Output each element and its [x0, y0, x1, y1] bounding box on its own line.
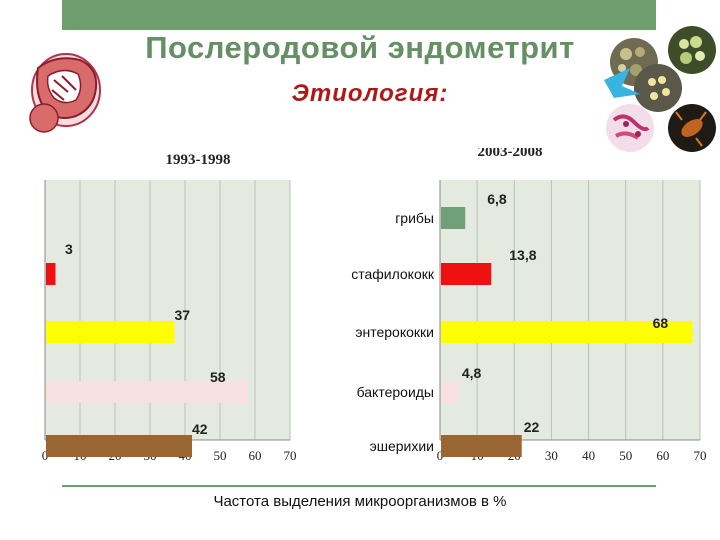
data-label: 42 [192, 421, 208, 437]
plot-area [440, 180, 700, 440]
bar [441, 321, 693, 343]
bar [441, 435, 522, 457]
footer-divider [62, 485, 656, 487]
data-label: 58 [210, 369, 226, 385]
page-title: Послеродовой эндометрит [145, 30, 575, 65]
chart-2003-2008: 0102030405060702003-2008эшерихии22бактер… [300, 144, 720, 483]
uterus-icon [29, 53, 101, 133]
x-tick-label: 0 [42, 448, 49, 463]
bar [441, 207, 466, 229]
x-tick-label: 70 [694, 448, 707, 463]
chart-2003-2008-svg: 0102030405060702003-2008эшерихии22бактер… [351, 144, 707, 463]
category-label: бактероиды [357, 384, 434, 400]
category-label: грибы [395, 210, 434, 226]
x-axis-caption: Частота выделения микроорганизмов в % [213, 493, 507, 510]
bar [46, 263, 56, 285]
page-subtitle: Этиология: [291, 80, 449, 107]
data-label: 13,8 [509, 247, 536, 263]
bar [46, 321, 175, 343]
category-label: энтерококки [355, 324, 434, 340]
x-tick-label: 30 [545, 448, 558, 463]
x-tick-label: 50 [214, 448, 227, 463]
data-label: 68 [653, 315, 669, 331]
data-label: 3 [65, 241, 73, 257]
data-label: 6,8 [487, 191, 507, 207]
x-tick-label: 50 [619, 448, 632, 463]
bar [441, 263, 492, 285]
data-label: 4,8 [462, 365, 482, 381]
data-label: 37 [175, 307, 191, 323]
data-label: 22 [524, 419, 540, 435]
bar [441, 381, 458, 403]
x-tick-label: 60 [249, 448, 262, 463]
header-bar [62, 0, 656, 30]
x-tick-label: 60 [656, 448, 669, 463]
chart-title: 1993-1998 [166, 152, 231, 168]
bar [46, 435, 192, 457]
category-label: стафилококк [351, 266, 435, 282]
category-label: эшерихии [370, 438, 434, 454]
x-tick-label: 0 [437, 448, 444, 463]
chart-title: 2003-2008 [478, 148, 543, 160]
microorganisms-illustration [604, 26, 716, 152]
x-tick-label: 40 [582, 448, 595, 463]
x-tick-label: 70 [284, 448, 297, 463]
bar [46, 381, 248, 403]
